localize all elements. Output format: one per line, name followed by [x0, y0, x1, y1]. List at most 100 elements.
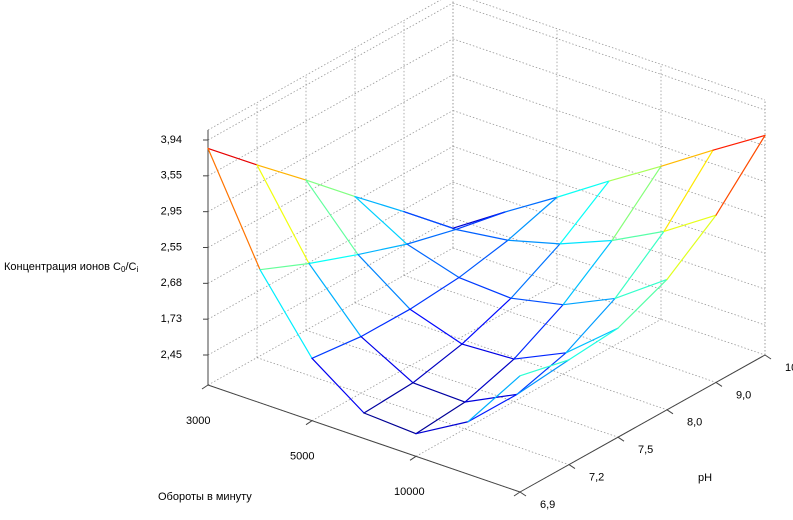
surface-mesh: [513, 352, 567, 360]
y-axis: [519, 354, 766, 493]
surface-mesh: [415, 421, 469, 435]
surface-mesh: [357, 243, 408, 256]
surface-mesh: [467, 393, 518, 423]
grid-line: [207, 74, 454, 213]
surface-mesh: [357, 253, 411, 310]
surface-mesh: [559, 239, 613, 245]
surface-mesh: [259, 269, 313, 359]
surface-mesh: [464, 358, 515, 403]
x-tick: [201, 384, 209, 390]
surface-mesh: [406, 243, 460, 279]
surface-mesh: [458, 239, 509, 279]
surface-mesh: [461, 343, 515, 360]
surface-mesh: [712, 134, 766, 151]
x-axis: [207, 384, 521, 493]
y-tick: [568, 464, 576, 470]
surface-mesh: [207, 147, 258, 166]
surface-mesh: [562, 297, 616, 306]
surface-mesh: [611, 230, 665, 242]
surface-mesh: [510, 243, 561, 299]
surface-mesh: [666, 214, 717, 281]
surface-mesh: [311, 336, 362, 359]
surface-mesh: [415, 401, 466, 435]
grid-line: [452, 145, 766, 254]
y-tick: [764, 354, 772, 360]
grid-line: [452, 247, 766, 356]
surface-mesh: [715, 134, 766, 216]
surface-mesh: [354, 195, 408, 245]
surface-mesh: [464, 393, 518, 403]
surface-mesh: [207, 147, 261, 271]
surface-mesh: [614, 230, 665, 300]
box-edge: [472, 0, 766, 101]
y-tick: [666, 409, 674, 415]
surface-mesh: [559, 180, 610, 245]
grid-line: [452, 74, 766, 183]
grid-line: [305, 329, 619, 438]
surface-mesh: [406, 228, 457, 245]
surface-mesh: [660, 149, 714, 167]
y-tick-label: 9,0: [736, 389, 751, 401]
z-tick-label: 3,94: [161, 134, 182, 146]
surface-mesh: [305, 179, 359, 256]
surface-mesh: [614, 278, 668, 300]
surface-mesh: [455, 211, 506, 231]
surface-mesh: [510, 297, 564, 306]
z-tick-label: 2,55: [161, 241, 182, 253]
y-tick-label: 7,2: [589, 472, 604, 484]
z-tick-label: 2,45: [161, 349, 182, 361]
surface-mesh: [507, 196, 558, 241]
surface-mesh: [455, 228, 509, 241]
z-label-text: /C: [125, 261, 136, 273]
z-label-sub: 0: [121, 265, 126, 274]
surface-mesh: [412, 343, 463, 384]
grid-line: [207, 38, 454, 177]
surface-mesh: [663, 214, 717, 232]
surface-mesh: [259, 262, 310, 271]
surface-mesh: [467, 375, 521, 423]
x-tick-label: 10000: [394, 486, 425, 498]
grid-line: [207, 2, 454, 141]
surface-mesh: [363, 382, 414, 414]
surface-mesh: [360, 308, 411, 338]
y-tick-label: 8,0: [687, 417, 702, 429]
y-tick-label: 10,0: [785, 362, 793, 374]
grid-line: [452, 217, 766, 326]
surface-mesh: [507, 239, 561, 245]
surface-mesh: [611, 165, 662, 242]
surface-mesh: [562, 239, 613, 306]
surface-mesh: [256, 164, 310, 265]
surface-mesh: [556, 180, 610, 198]
y-tick: [617, 436, 625, 442]
x-tick: [305, 420, 313, 426]
y-axis-label: pH: [698, 472, 712, 484]
surface-mesh: [504, 196, 558, 213]
surface-mesh: [412, 382, 466, 403]
z-tick-label: 3,55: [161, 170, 182, 182]
y-tick-label: 6,9: [540, 499, 555, 511]
surface-mesh: [256, 164, 307, 181]
box-edge: [207, 0, 442, 131]
surface-mesh: [516, 359, 570, 395]
grid-line: [452, 38, 766, 147]
surface-mesh: [403, 211, 457, 231]
grid-line: [452, 2, 766, 111]
grid-line: [311, 283, 558, 422]
surface-mesh: [617, 278, 668, 329]
z-label-text: Концентрация ионов C: [4, 261, 121, 273]
grid-line: [207, 247, 454, 386]
surface-mesh: [308, 253, 359, 265]
y-tick: [519, 491, 527, 497]
grid-line: [207, 217, 454, 356]
surface-mesh: [513, 304, 564, 360]
x-tick-label: 3000: [186, 415, 210, 427]
surface-mesh: [409, 308, 463, 345]
surface-mesh: [565, 327, 619, 354]
surface-mesh: [354, 195, 405, 213]
surface-mesh: [305, 179, 356, 198]
surface-mesh: [360, 336, 414, 384]
x-tick: [409, 455, 417, 461]
surface-mesh: [663, 149, 714, 232]
grid-line: [256, 357, 570, 465]
